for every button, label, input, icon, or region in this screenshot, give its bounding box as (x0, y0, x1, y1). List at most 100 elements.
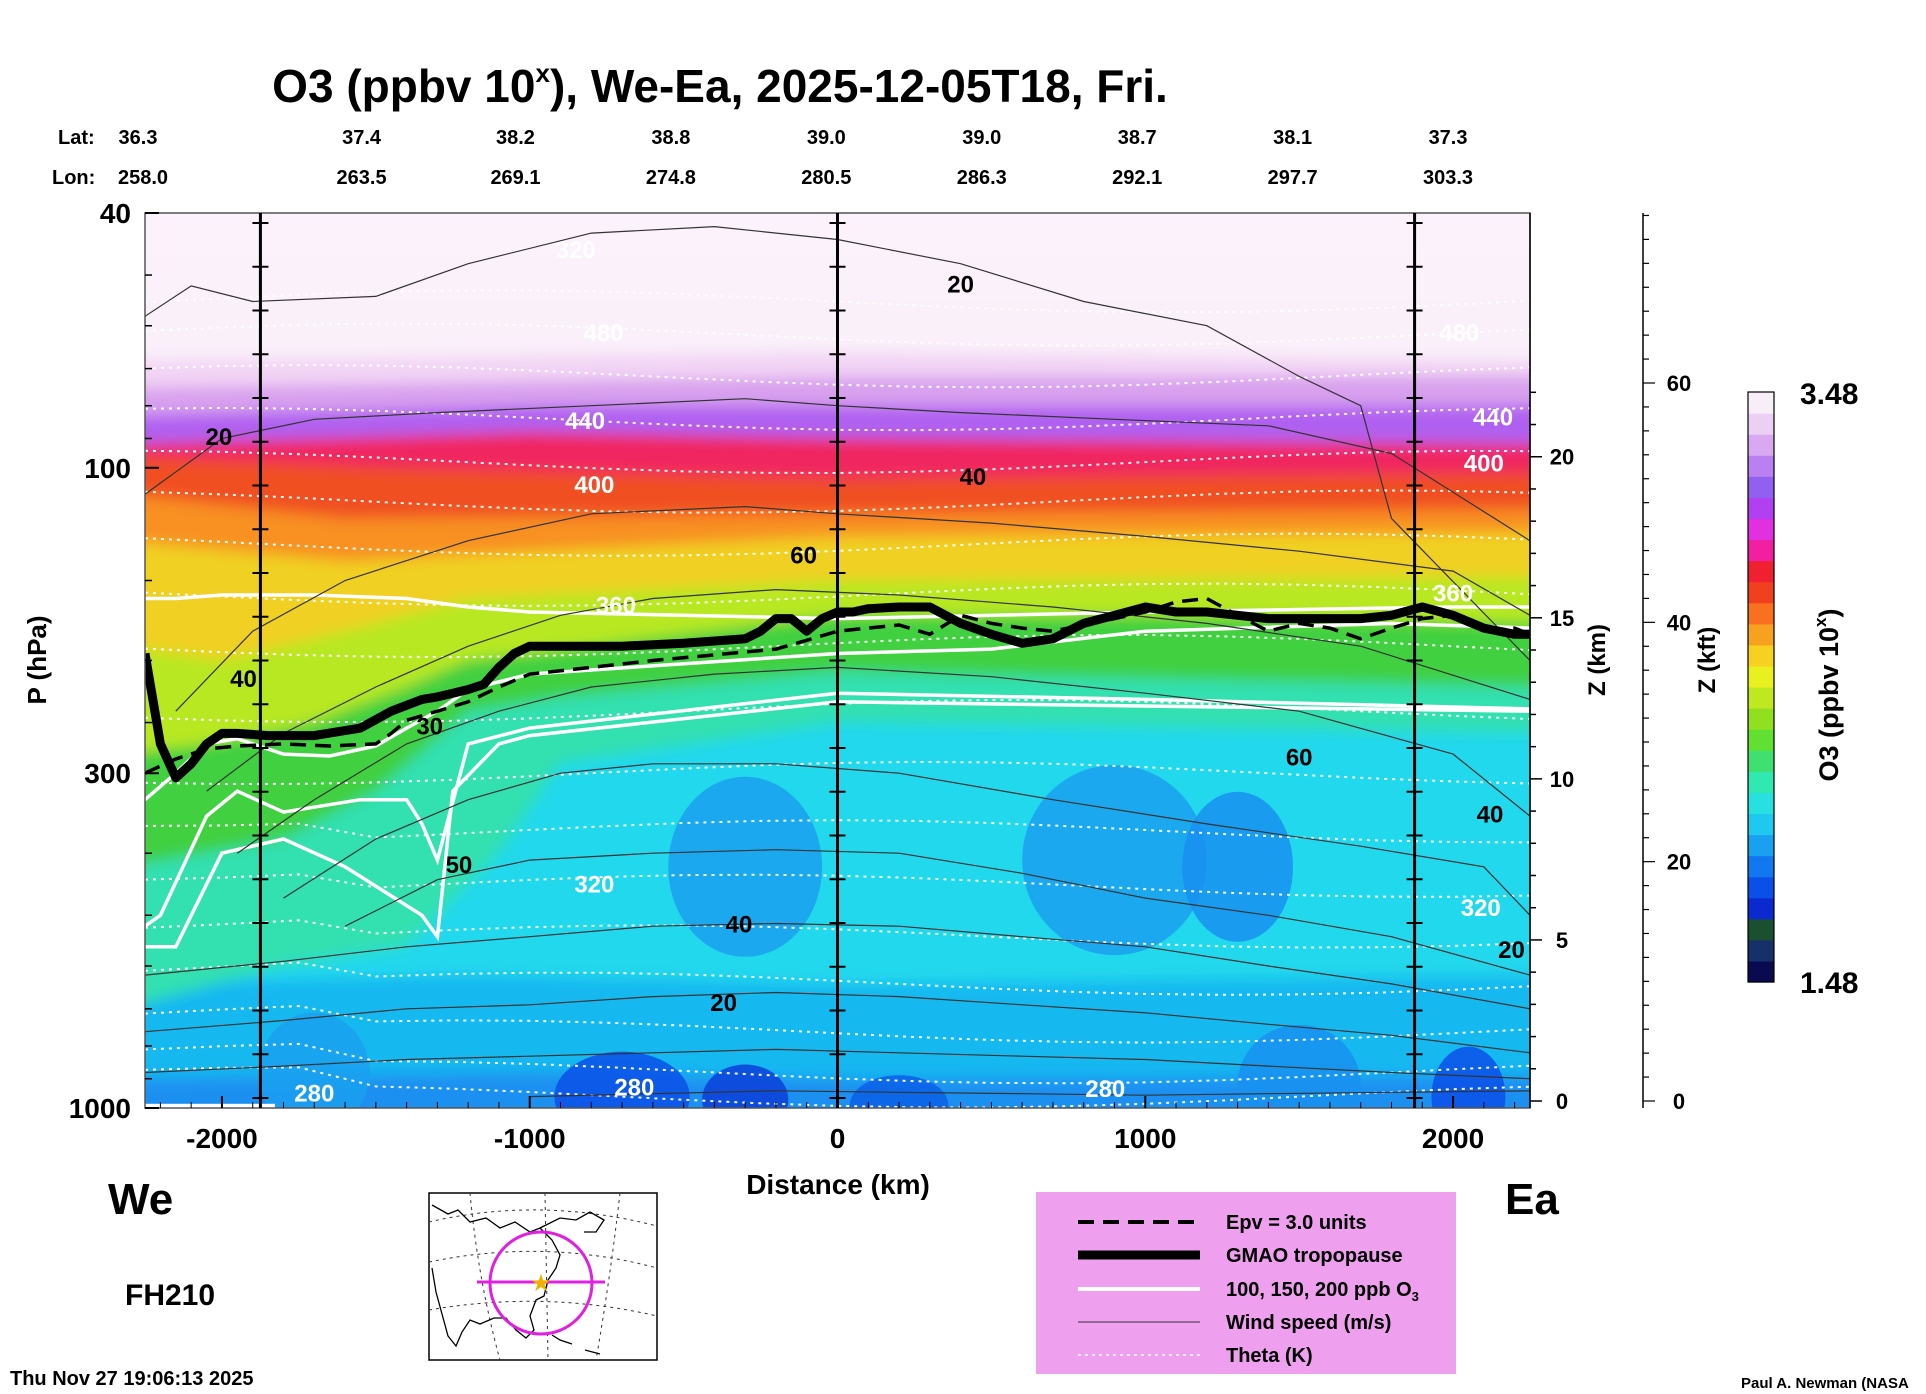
ozone-blob (1022, 765, 1207, 956)
theta-contour-label: 280 (614, 1075, 654, 1102)
wind-speed-contour (236, 666, 1530, 854)
colorbar-swatch (1748, 581, 1774, 604)
ozone-blob (849, 1075, 949, 1108)
ozone-ppb-contour (145, 621, 1530, 802)
colorbar-swatch (1748, 644, 1774, 667)
wind-contour-label: 20 (947, 271, 974, 298)
colorbar-swatch (1748, 897, 1774, 920)
colorbar-swatch (1748, 665, 1774, 688)
theta-contour-label: 320 (574, 871, 614, 898)
legend-ozone-label: 100, 150, 200 ppb O3 (1226, 1279, 1419, 1304)
pressure-tick-label: 40 (100, 198, 131, 229)
theta-contour (145, 406, 1530, 432)
theta-contour-label: 440 (565, 408, 605, 435)
colorbar-swatch (1748, 518, 1774, 541)
colorbar-swatch (1748, 855, 1774, 878)
ozone-ppb-contour (145, 700, 1530, 949)
contour-labels: 20 20 40 60 40 30 60 40 50 40 20 20 320 480 480 440 440 4… (206, 237, 1525, 1107)
ozone-blob (1431, 1046, 1506, 1108)
legend-theta-label: Theta (K) (1226, 1345, 1313, 1367)
distance-tick-label: 1000 (1114, 1123, 1176, 1154)
wind-contour-label: 50 (446, 852, 473, 879)
colorbar-swatch (1748, 413, 1774, 435)
z-kft-axis: 0 20 40 60 (1642, 213, 1691, 1114)
west-label: We (108, 1175, 173, 1224)
theta-contour-label: 440 (1473, 405, 1513, 432)
theta-contour (145, 961, 1530, 996)
theta-contour (145, 698, 1530, 724)
ozone-blob (258, 1012, 370, 1108)
theta-contour (145, 1004, 1530, 1044)
colorbar-swatch (1748, 623, 1774, 646)
colorbar-swatch (1748, 708, 1774, 730)
ozone-ppb-contour (145, 691, 1530, 928)
lon-value: 269.1 (490, 167, 540, 189)
z-km-tick-label: 10 (1550, 767, 1574, 792)
z-km-axis-label: Z (km) (1584, 624, 1611, 696)
theta-contour (145, 819, 1530, 844)
colorbar-swatch (1748, 939, 1774, 962)
theta-contour-label: 320 (1461, 895, 1501, 922)
theta-contour (145, 364, 1530, 389)
wind-contour-label: 20 (710, 990, 737, 1017)
distance-axis: -2000 -1000 0 1000 2000 (159, 1096, 1516, 1154)
lon-value: 297.7 (1268, 167, 1318, 189)
wind-contour-label: 40 (1477, 801, 1504, 828)
timestamp: Thu Nov 27 19:06:13 2025 (10, 1368, 253, 1390)
pressure-axis-label: P (hPa) (22, 615, 52, 704)
lon-value: 263.5 (337, 167, 387, 189)
lon-value: 258.0 (118, 167, 168, 189)
legend-epv-label: Epv = 3.0 units (1226, 1212, 1367, 1234)
theta-contour-label: 320 (556, 237, 596, 264)
colorbar-title: O3 (ppbv 10x) (1811, 608, 1844, 781)
distance-tick-label: 0 (830, 1123, 846, 1154)
wind-contour-label: 40 (960, 464, 987, 491)
z-km-tick-label: 15 (1550, 606, 1574, 631)
theta-contours (145, 289, 1530, 1108)
lat-value: 38.8 (651, 127, 690, 149)
colorbar-swatch (1748, 539, 1774, 562)
ozone-low-blobs (145, 765, 1506, 1108)
lat-lon-values: 36.3 258.0 37.4 263.5 38.2 269.1 38.8 274.8 39.0… (118, 127, 1473, 189)
z-km-tick-label: 5 (1556, 928, 1568, 953)
lon-value: 292.1 (1112, 167, 1162, 189)
section-vertical-lines (252, 213, 1423, 1108)
colorbar-swatch (1748, 476, 1774, 498)
wind-speed-contour (175, 505, 1530, 712)
theta-contour-label: 480 (1439, 320, 1479, 347)
wind-contour-label: 60 (790, 543, 817, 570)
forecast-hour: FH210 (125, 1279, 215, 1312)
colorbar-swatch (1748, 602, 1774, 625)
colorbar-swatch (1748, 750, 1774, 772)
legend: Epv = 3.0 units GMAO tropopause 100, 150… (1036, 1192, 1456, 1374)
ozone-blob (1182, 791, 1294, 942)
colorbar-swatch (1748, 918, 1774, 941)
z-km-tick-label: 20 (1550, 445, 1574, 470)
colorbar-max-label: 3.48 (1800, 378, 1858, 411)
lon-row-label: Lon: (52, 167, 95, 189)
z-kft-tick-label: 0 (1673, 1089, 1685, 1114)
below-ground-mask (145, 1103, 275, 1108)
lon-value: 303.3 (1423, 167, 1473, 189)
theta-contour-label: 400 (574, 472, 614, 499)
colorbar-min-label: 1.48 (1800, 967, 1858, 1000)
lat-row-label: Lat: (58, 127, 95, 149)
credit: Paul A. Newman (NASA (1741, 1375, 1909, 1392)
z-kft-tick-label: 20 (1667, 850, 1691, 875)
distance-tick-label: -1000 (494, 1123, 566, 1154)
distance-tick-label: 2000 (1422, 1123, 1484, 1154)
ozone-band-9 (145, 671, 1530, 1004)
theta-contour (145, 1066, 1530, 1108)
theta-contour (145, 633, 1530, 659)
colorbar-swatch (1748, 792, 1774, 815)
z-km-axis: 0 5 10 15 20 (1529, 213, 1574, 1114)
colorbar-swatch (1748, 771, 1774, 793)
theta-contour-label: 400 (1464, 450, 1504, 477)
pressure-tick-label: 100 (84, 453, 131, 484)
colorbar-swatch (1748, 687, 1774, 709)
theta-contour (145, 289, 1530, 314)
legend-wind-label: Wind speed (m/s) (1226, 1312, 1391, 1334)
ozone-blob (668, 776, 823, 957)
distance-tick-label: -2000 (186, 1123, 258, 1154)
